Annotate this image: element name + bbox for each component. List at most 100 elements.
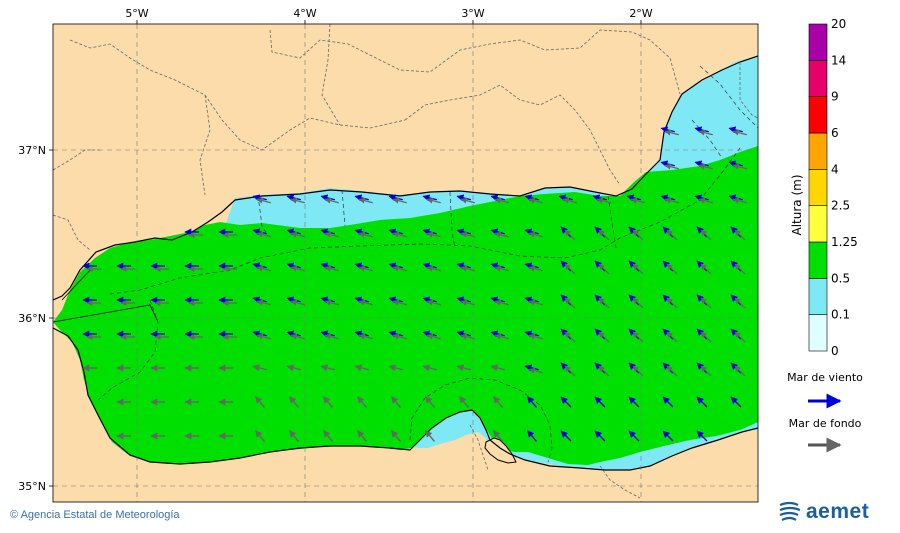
swell-arrow bbox=[460, 333, 475, 340]
swell-arrow bbox=[528, 299, 543, 306]
swell-arrow bbox=[632, 297, 644, 309]
swell-arrow bbox=[358, 299, 373, 306]
swell-arrow bbox=[392, 299, 407, 306]
lon-tick-label: 4°W bbox=[293, 7, 316, 20]
morocco-coastline bbox=[53, 327, 758, 471]
lat-tick-label: 36°N bbox=[18, 312, 46, 325]
swell-arrow bbox=[700, 365, 712, 377]
aemet-logo-text: aemet bbox=[806, 500, 870, 523]
swell-arrow bbox=[254, 396, 266, 408]
copyright-icon: © bbox=[10, 509, 19, 521]
swell-arrow bbox=[598, 229, 610, 241]
swell-arrow bbox=[256, 197, 271, 204]
swell-arrow bbox=[732, 163, 747, 170]
swell-arrow bbox=[494, 333, 509, 340]
swell-arrow bbox=[596, 197, 611, 204]
swell-arrow bbox=[426, 231, 441, 238]
swell-arrow bbox=[698, 163, 713, 170]
colorbar-bin bbox=[808, 169, 828, 206]
swell-arrow bbox=[460, 197, 475, 204]
swell-arrow bbox=[666, 331, 678, 343]
swell-arrow bbox=[392, 231, 407, 238]
wind-sea-arrow bbox=[662, 430, 674, 442]
colorbar-bin bbox=[808, 23, 828, 61]
swell-arrow bbox=[700, 331, 712, 343]
swell-arrow bbox=[256, 333, 271, 340]
swell-arrow bbox=[664, 129, 679, 136]
swell-arrow bbox=[320, 364, 335, 372]
gridlines bbox=[53, 24, 758, 502]
wind-sea-arrow bbox=[526, 396, 538, 408]
swell-arrow bbox=[288, 396, 300, 408]
credit-line: © Agencia Estatal de Meteorología bbox=[10, 509, 180, 521]
wind-sea-arrow bbox=[662, 396, 674, 408]
wind-sea-arrow bbox=[594, 430, 606, 442]
wind-sea-arrow bbox=[526, 430, 538, 442]
swell-arrow bbox=[322, 430, 334, 442]
swell-arrow bbox=[356, 430, 368, 442]
swell-label: Mar de fondo bbox=[789, 417, 862, 430]
swell-arrow bbox=[286, 364, 301, 372]
swell-arrow bbox=[734, 263, 746, 275]
colorbar-bin bbox=[808, 60, 828, 97]
swell-arrow bbox=[390, 396, 402, 408]
swell-arrow bbox=[358, 231, 373, 238]
swell-arrow bbox=[564, 297, 576, 309]
swell-arrow bbox=[288, 430, 300, 442]
swell-arrow bbox=[598, 297, 610, 309]
ceuta-land bbox=[484, 437, 517, 464]
colorbar-tick-label: 0.5 bbox=[831, 271, 850, 285]
swell-arrow bbox=[424, 430, 436, 442]
lat-tick-label: 37°N bbox=[18, 144, 46, 157]
maritime-boundaries bbox=[53, 267, 159, 323]
lon-tick-label: 2°W bbox=[629, 7, 652, 20]
tick-marks bbox=[49, 20, 642, 487]
swell-arrow bbox=[426, 299, 441, 306]
swell-arrow bbox=[290, 333, 305, 340]
wind-sea-arrow bbox=[628, 396, 640, 408]
swell-arrow bbox=[666, 365, 678, 377]
wind-sea-label: Mar de viento bbox=[787, 371, 863, 384]
lat-tick-label: 35°N bbox=[18, 480, 46, 493]
swell-arrow bbox=[632, 229, 644, 241]
swell-arrow bbox=[354, 364, 369, 372]
swell-arrow bbox=[562, 197, 577, 204]
swell-arrow bbox=[358, 333, 373, 340]
swell-arrow bbox=[324, 299, 339, 306]
credit-text: Agencia Estatal de Meteorología bbox=[20, 509, 180, 521]
swell-arrow bbox=[458, 396, 470, 408]
swell-arrow bbox=[564, 229, 576, 241]
swell-arrow bbox=[494, 265, 509, 272]
swell-arrow bbox=[322, 396, 334, 408]
swell-arrow bbox=[494, 197, 509, 204]
swell-arrow bbox=[734, 331, 746, 343]
swell-arrow bbox=[632, 365, 644, 377]
swell-arrow bbox=[598, 365, 610, 377]
swell-arrow bbox=[358, 265, 373, 272]
swell-arrow bbox=[666, 297, 678, 309]
swell-arrow bbox=[426, 197, 441, 204]
swell-arrow bbox=[426, 333, 441, 340]
swell-arrow bbox=[324, 333, 339, 340]
swell-arrow bbox=[422, 364, 437, 372]
colorbar-bin bbox=[808, 132, 828, 170]
swell-arrow bbox=[494, 299, 509, 306]
wind-sea-arrow bbox=[628, 430, 640, 442]
colorbar-tick-label: 0 bbox=[831, 344, 839, 358]
swell-arrow bbox=[494, 231, 509, 238]
swell-arrow bbox=[528, 367, 543, 374]
swell-arrow bbox=[664, 197, 679, 204]
swell-arrow bbox=[734, 229, 746, 241]
swell-arrow bbox=[492, 396, 504, 408]
swell-arrow bbox=[392, 333, 407, 340]
wind-sea-arrow bbox=[696, 430, 708, 442]
swell-arrow bbox=[666, 263, 678, 275]
map-frame bbox=[52, 23, 759, 503]
colorbar-tick-label: 6 bbox=[831, 126, 839, 140]
swell-arrow bbox=[358, 197, 373, 204]
swell-arrow bbox=[564, 263, 576, 275]
swell-arrow bbox=[324, 265, 339, 272]
swell-arrow bbox=[564, 365, 576, 377]
swell-arrow bbox=[256, 265, 271, 272]
swell-arrow bbox=[732, 129, 747, 136]
